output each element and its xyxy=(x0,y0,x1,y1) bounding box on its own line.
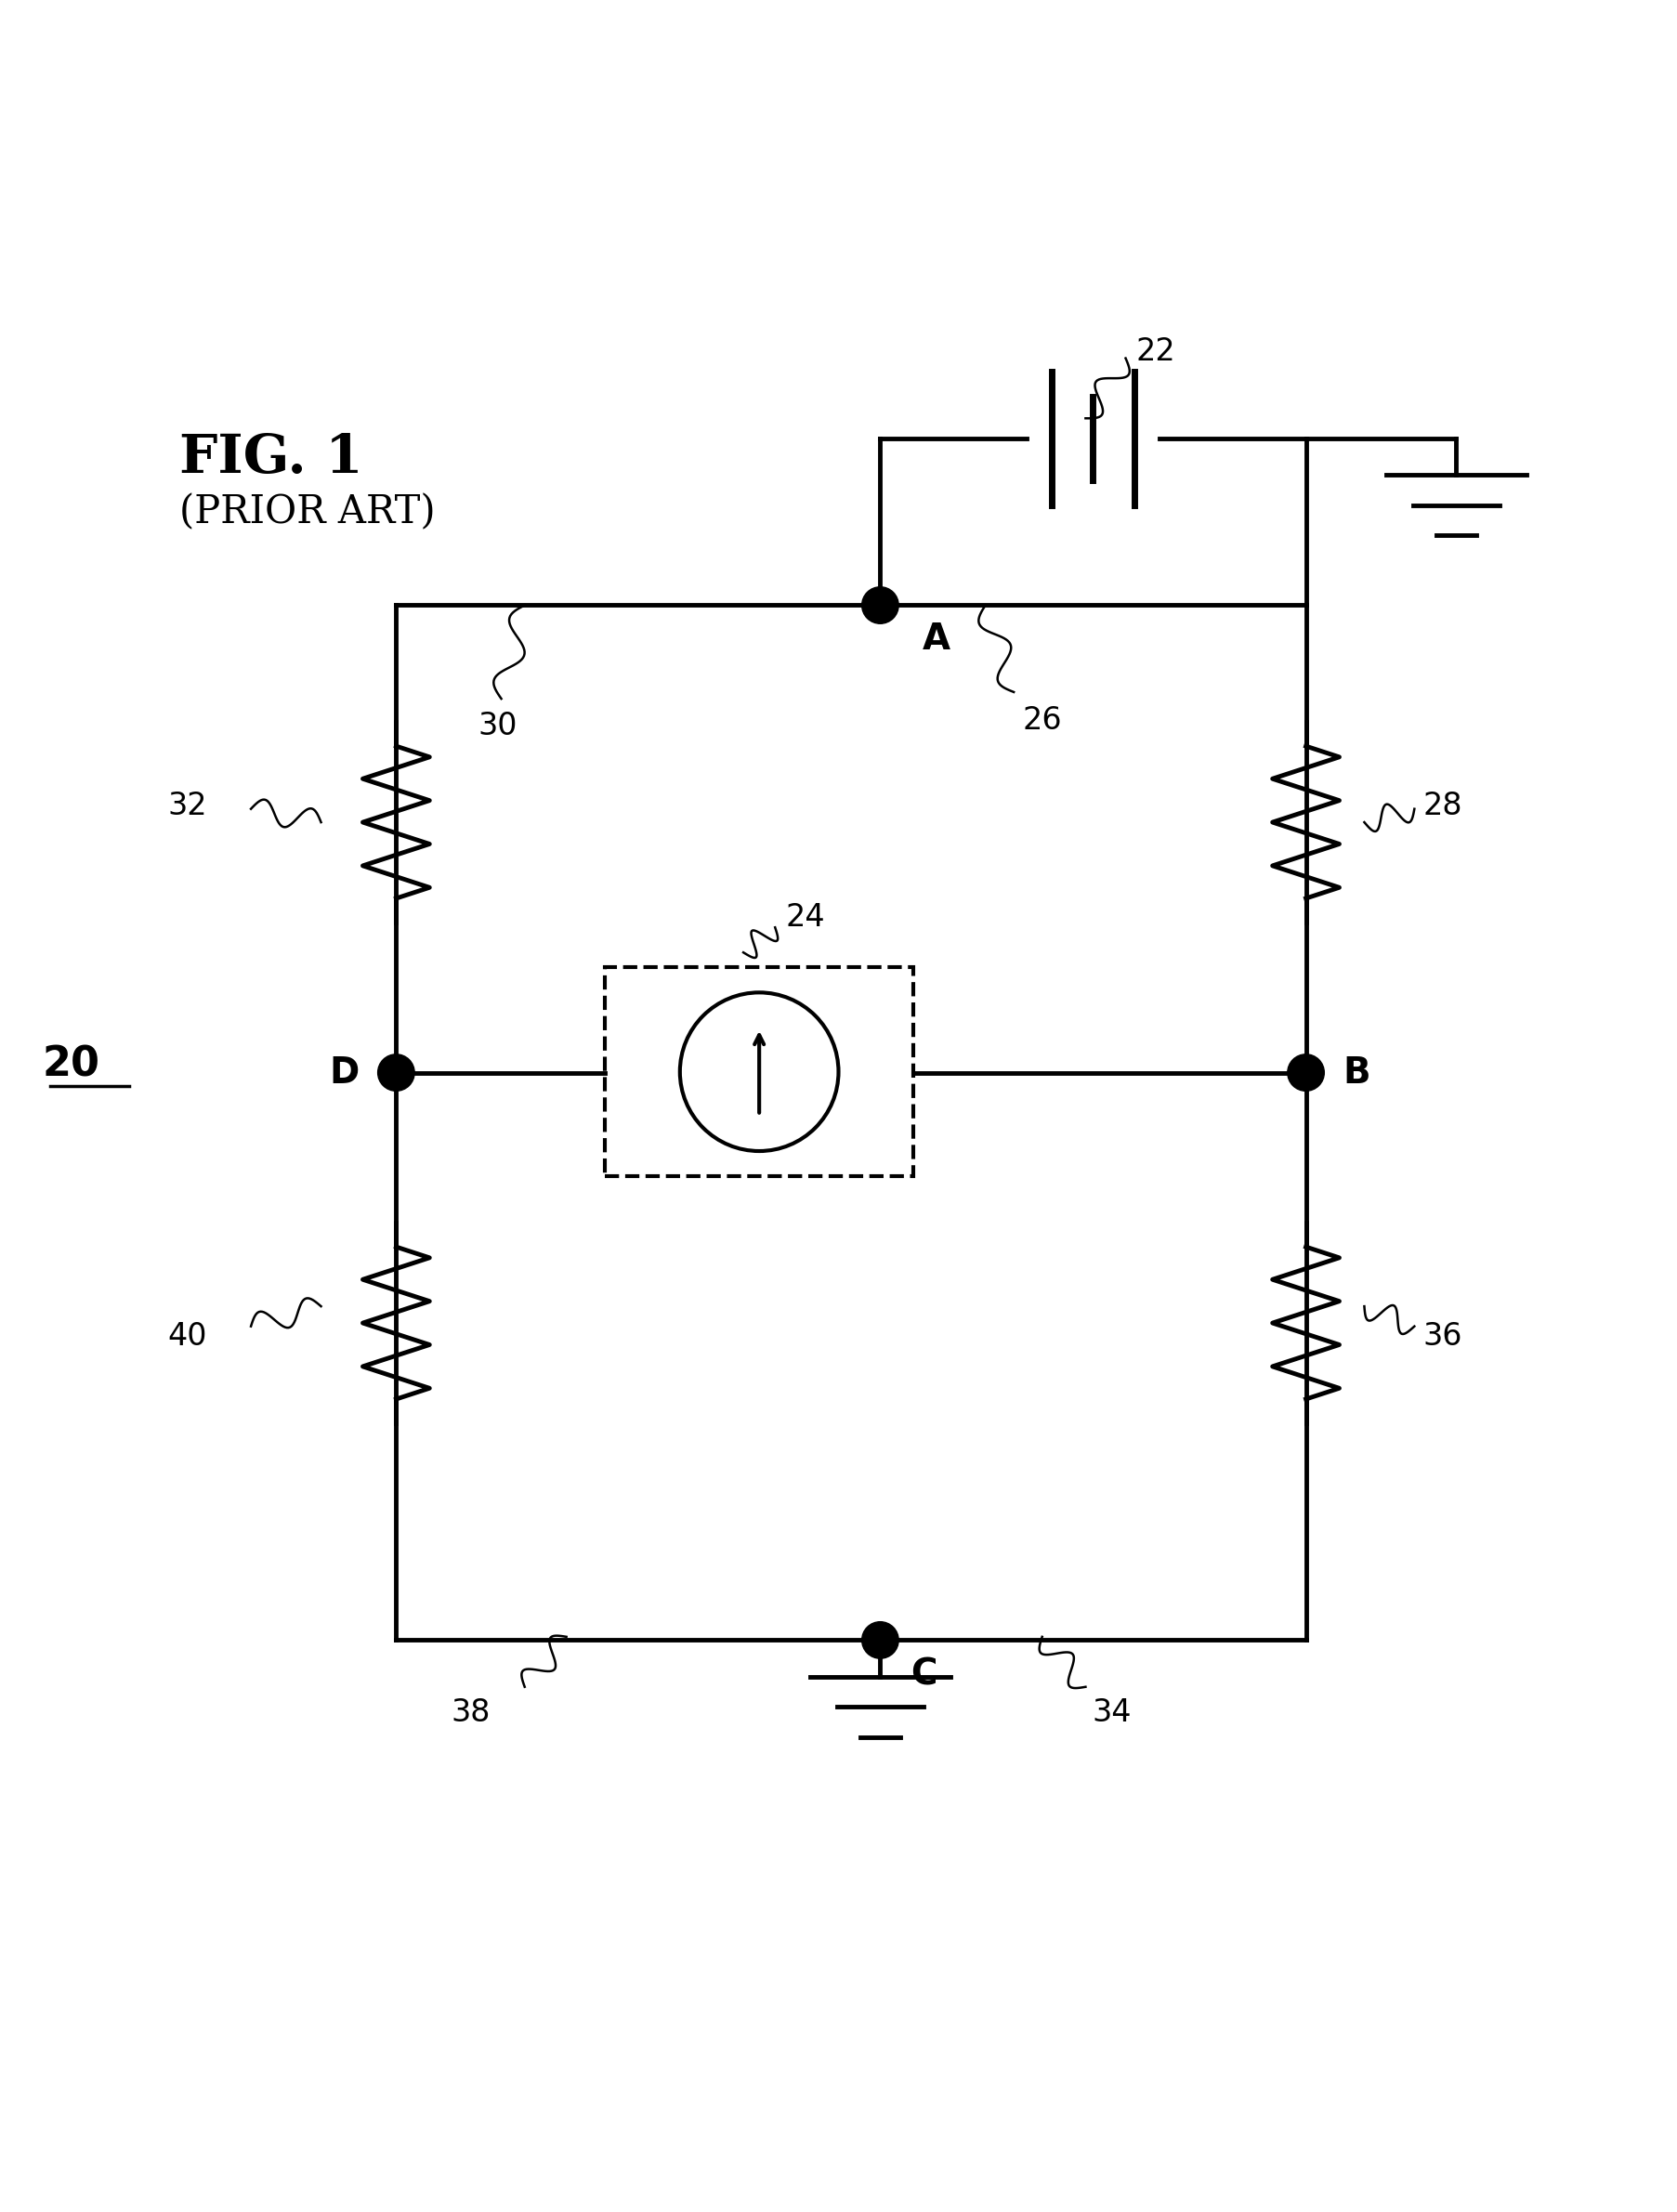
Text: FIG. 1: FIG. 1 xyxy=(179,431,362,484)
Text: B: B xyxy=(1343,1055,1370,1091)
Text: 40: 40 xyxy=(168,1321,206,1352)
Text: 32: 32 xyxy=(168,790,206,821)
Bar xyxy=(605,967,914,1177)
Text: C: C xyxy=(911,1657,937,1692)
Circle shape xyxy=(862,1621,899,1659)
Circle shape xyxy=(1288,1055,1325,1091)
Text: (PRIOR ART): (PRIOR ART) xyxy=(179,493,436,531)
Text: 38: 38 xyxy=(451,1697,491,1728)
Text: 26: 26 xyxy=(1021,706,1062,737)
Circle shape xyxy=(377,1055,414,1091)
Text: 22: 22 xyxy=(1135,336,1176,367)
Text: A: A xyxy=(922,622,949,657)
Circle shape xyxy=(862,586,899,624)
Text: D: D xyxy=(329,1055,359,1091)
Text: 30: 30 xyxy=(478,710,518,741)
Text: 24: 24 xyxy=(785,902,825,933)
Text: 34: 34 xyxy=(1092,1697,1132,1728)
Text: 28: 28 xyxy=(1422,790,1462,821)
Text: 36: 36 xyxy=(1422,1321,1462,1352)
Text: 20: 20 xyxy=(42,1044,99,1084)
